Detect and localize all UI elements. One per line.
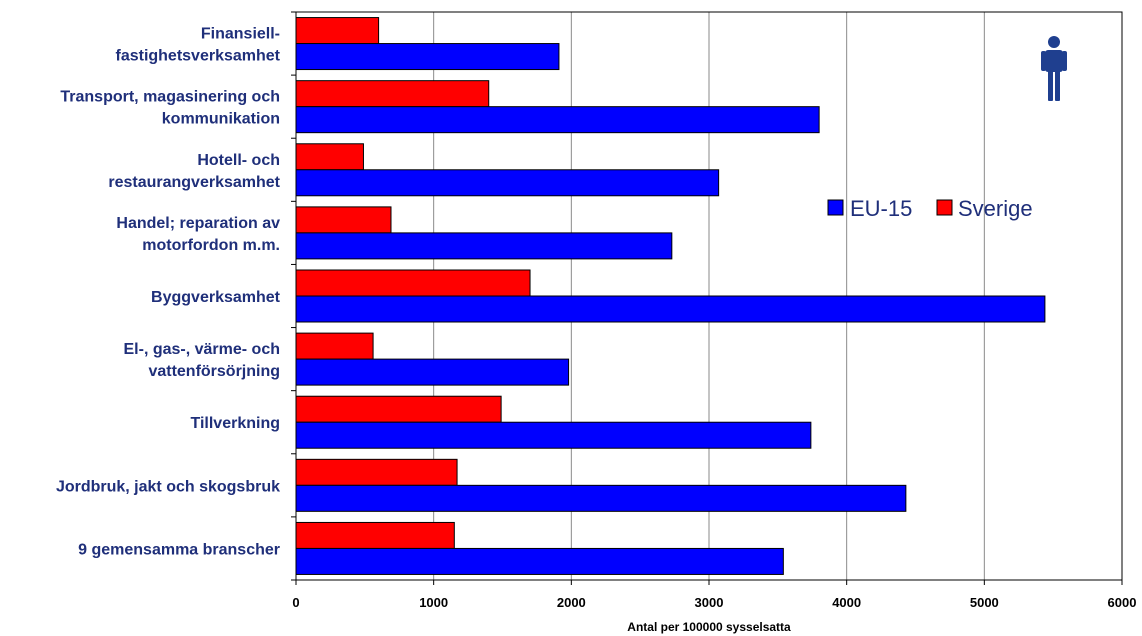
legend-swatch-eu15 [827, 199, 844, 216]
bar-sverige [295, 458, 458, 486]
x-tick-label: 4000 [832, 595, 861, 610]
bar-sverige [295, 17, 380, 45]
category-label: kommunikation [162, 111, 280, 128]
category-label: Jordbruk, jakt och skogsbruk [56, 478, 280, 495]
x-tick-label: 1000 [419, 595, 448, 610]
category-label: Handel; reparation av [116, 215, 280, 232]
bar-eu15 [295, 358, 570, 386]
bar-eu15 [295, 295, 1046, 323]
bar-eu15 [295, 421, 812, 449]
bars [295, 17, 1046, 575]
bar-sverige [295, 521, 455, 549]
category-label: restaurangverksamhet [108, 174, 280, 191]
bar-sverige [295, 143, 364, 171]
legend-label-sverige: Sverige [958, 196, 1033, 221]
bar-eu15 [295, 169, 720, 197]
category-label: El-, gas-, värme- och [124, 341, 281, 358]
category-label: Hotell- och [197, 152, 280, 169]
bar-sverige [295, 206, 392, 234]
category-label: vattenförsörjning [148, 363, 280, 380]
x-axis-ticks: 0 1000 2000 3000 4000 5000 6000 [291, 11, 1137, 610]
category-label: Tillverkning [190, 415, 280, 432]
category-label: Transport, magasinering och [60, 89, 280, 106]
category-label: Byggverksamhet [151, 289, 281, 306]
x-tick-label: 2000 [557, 595, 586, 610]
male-person-icon [1041, 36, 1067, 101]
bar-eu15 [295, 106, 820, 134]
bar-eu15 [295, 547, 784, 575]
bar-sverige [295, 395, 502, 423]
x-tick-label: 3000 [695, 595, 724, 610]
x-tick-label: 5000 [970, 595, 999, 610]
legend-swatch-sverige [936, 199, 953, 216]
category-label: 9 gemensamma branscher [78, 541, 280, 558]
legend: EU-15 Sverige [827, 196, 1033, 221]
bar-eu15 [295, 43, 560, 71]
category-label: Finansiell- [201, 26, 280, 43]
bar-sverige [295, 332, 374, 360]
x-tick-label: 0 [292, 595, 299, 610]
x-axis-title: Antal per 100000 sysselsatta [627, 620, 791, 634]
category-label: fastighetsverksamhet [115, 48, 280, 65]
bar-sverige [295, 80, 490, 108]
bar-eu15 [295, 484, 907, 512]
category-labels: Finansiell-fastighetsverksamhet Transport… [56, 26, 281, 559]
bar-sverige [295, 269, 531, 297]
category-label: motorfordon m.m. [142, 237, 280, 254]
bar-eu15 [295, 232, 673, 260]
x-tick-label: 6000 [1108, 595, 1137, 610]
legend-label-eu15: EU-15 [850, 196, 912, 221]
